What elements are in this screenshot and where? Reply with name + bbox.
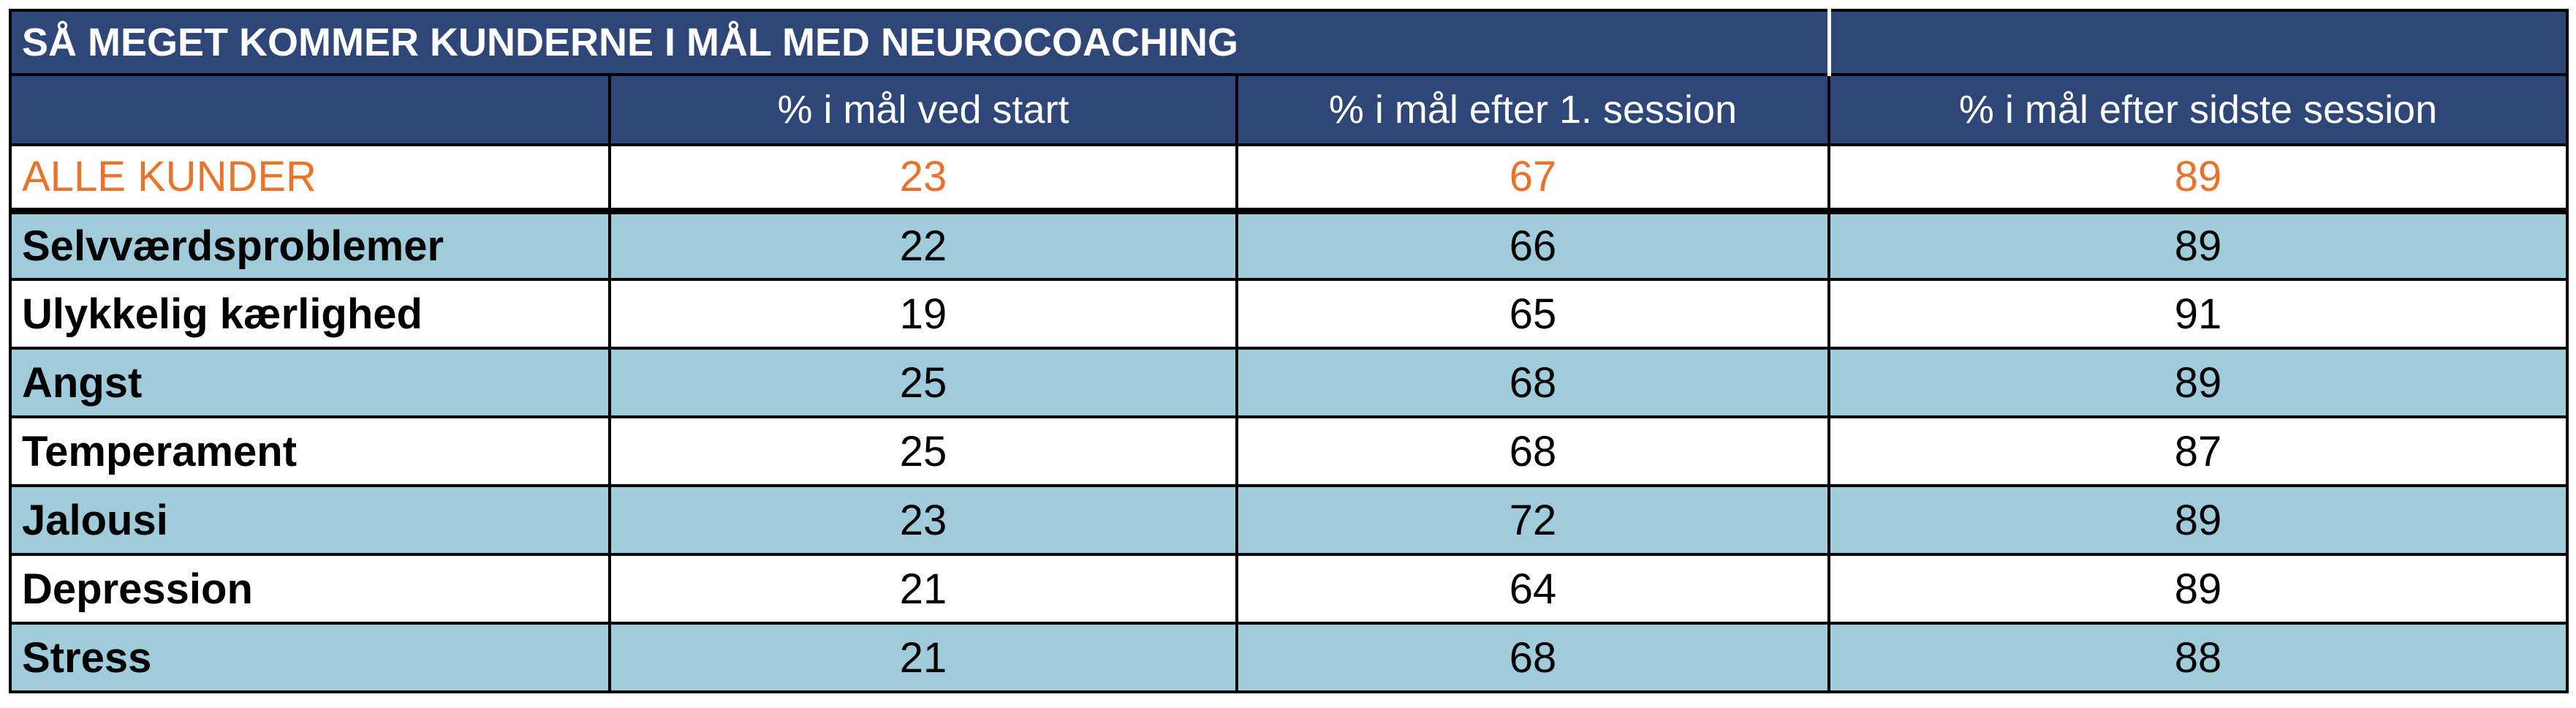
results-table: SÅ MEGET KOMMER KUNDERNE I MÅL MED NEURO… (9, 9, 2569, 693)
row-value-start: 23 (608, 484, 1238, 556)
row-label: Ulykkelig kærlighed (9, 278, 611, 350)
row-value-last-session: 89 (1827, 484, 2569, 556)
header-row: % i mål ved start % i mål efter 1. sessi… (9, 73, 2569, 146)
table-title: SÅ MEGET KOMMER KUNDERNE I MÅL MED NEURO… (9, 9, 1830, 76)
title-row: SÅ MEGET KOMMER KUNDERNE I MÅL MED NEURO… (9, 9, 2569, 76)
row-value-last-session: 87 (1827, 415, 2569, 487)
row-value-first-session: 68 (1235, 415, 1830, 487)
table-row: Selvværdsproblemer 22 66 89 (9, 209, 2569, 281)
summary-value-last-session: 89 (1827, 143, 2569, 214)
row-value-start: 25 (608, 347, 1238, 418)
row-value-first-session: 72 (1235, 484, 1830, 556)
row-value-start: 19 (608, 278, 1238, 350)
row-value-start: 22 (608, 209, 1238, 281)
row-label: Depression (9, 553, 611, 625)
table-row: Temperament 25 68 87 (9, 415, 2569, 487)
summary-row: ALLE KUNDER 23 67 89 (9, 143, 2569, 214)
row-value-first-session: 68 (1235, 347, 1830, 418)
row-value-start: 25 (608, 415, 1238, 487)
column-header-last-session: % i mål efter sidste session (1827, 73, 2569, 146)
summary-value-first-session: 67 (1235, 143, 1830, 214)
header-blank-cell (9, 73, 611, 146)
table-row: Angst 25 68 89 (9, 347, 2569, 418)
summary-value-start: 23 (608, 143, 1238, 214)
row-value-first-session: 65 (1235, 278, 1830, 350)
table-row: Jalousi 23 72 89 (9, 484, 2569, 556)
title-blank-cell (1827, 9, 2569, 76)
row-label: Angst (9, 347, 611, 418)
table-row: Stress 21 68 88 (9, 622, 2569, 693)
column-header-start: % i mål ved start (608, 73, 1238, 146)
row-value-first-session: 64 (1235, 553, 1830, 625)
row-value-start: 21 (608, 553, 1238, 625)
row-value-last-session: 89 (1827, 553, 2569, 625)
column-header-first-session: % i mål efter 1. session (1235, 73, 1830, 146)
row-value-first-session: 68 (1235, 622, 1830, 693)
table-row: Ulykkelig kærlighed 19 65 91 (9, 278, 2569, 350)
row-value-first-session: 66 (1235, 209, 1830, 281)
table-row: Depression 21 64 89 (9, 553, 2569, 625)
row-label: Jalousi (9, 484, 611, 556)
row-value-last-session: 91 (1827, 278, 2569, 350)
row-label: Stress (9, 622, 611, 693)
results-table-container: SÅ MEGET KOMMER KUNDERNE I MÅL MED NEURO… (9, 9, 2569, 693)
row-label: Temperament (9, 415, 611, 487)
row-value-last-session: 89 (1827, 347, 2569, 418)
row-label: Selvværdsproblemer (9, 209, 611, 281)
row-value-last-session: 89 (1827, 209, 2569, 281)
summary-label: ALLE KUNDER (9, 143, 611, 214)
row-value-start: 21 (608, 622, 1238, 693)
row-value-last-session: 88 (1827, 622, 2569, 693)
